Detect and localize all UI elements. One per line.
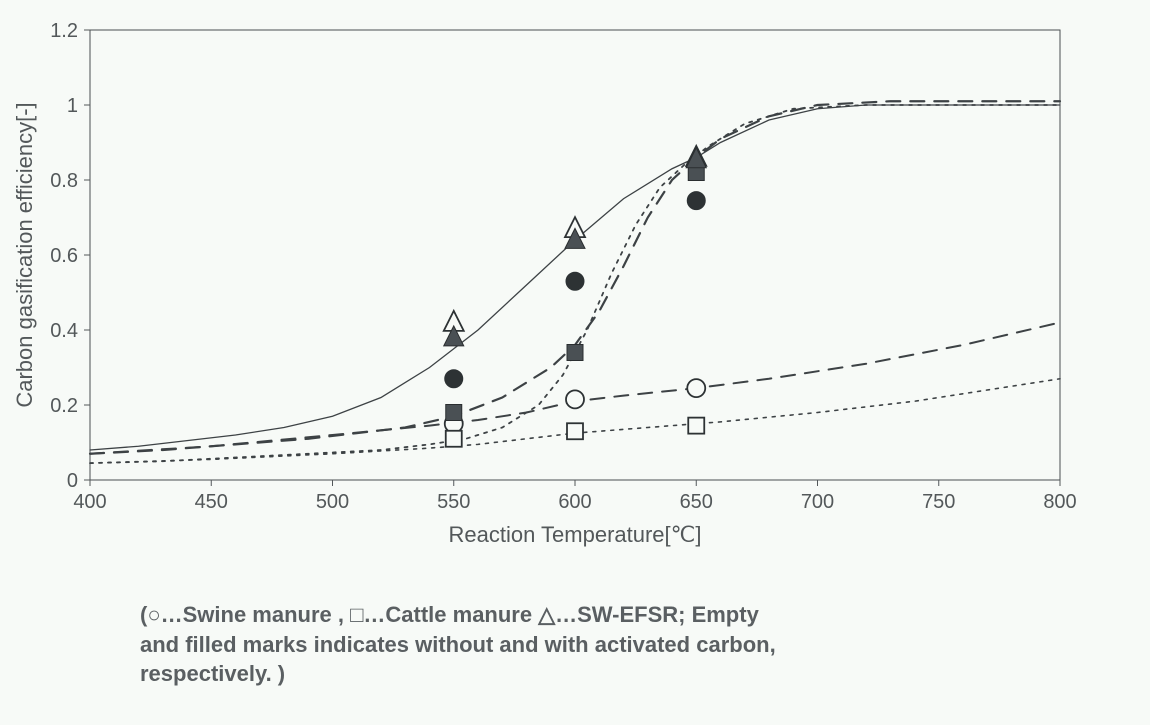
marker-cattle-empty <box>567 423 583 439</box>
marker-cattle-empty <box>688 418 704 434</box>
x-axis-label: Reaction Temperature[℃] <box>449 522 702 547</box>
y-tick-label: 0 <box>67 470 78 492</box>
caption-line-3: respectively. ) <box>140 661 285 686</box>
chart-container: 400 450 500 550 600 650 700 750 800 0 0.2 0.4 0.6 0.8… <box>0 0 1150 725</box>
caption-line-2: and filled marks indicates without and w… <box>140 632 776 657</box>
y-tick-label: 0.8 <box>50 170 78 192</box>
y-tick-label: 0.6 <box>50 245 78 267</box>
y-axis-label: Carbon gasification efficiency[-] <box>12 102 37 407</box>
y-tick-label: 0.4 <box>50 320 78 342</box>
x-tick-label: 650 <box>680 491 713 513</box>
x-tick-label: 550 <box>437 491 470 513</box>
marker-cattle-empty <box>446 431 462 447</box>
x-tick-label: 700 <box>801 491 834 513</box>
marker-swine-empty <box>687 379 705 397</box>
x-tick-label: 400 <box>73 491 106 513</box>
y-tick-label: 0.2 <box>50 395 78 417</box>
x-tick-label: 600 <box>558 491 591 513</box>
marker-swine-empty <box>566 390 584 408</box>
marker-cattle-filled <box>567 345 583 361</box>
y-tick-label: 1 <box>67 95 78 117</box>
caption-line-1: (○…Swine manure , □…Cattle manure △…SW-E… <box>140 602 759 627</box>
marker-cattle-filled <box>446 405 462 421</box>
marker-swine-filled <box>566 272 584 290</box>
marker-swine-filled <box>445 370 463 388</box>
x-tick-label: 450 <box>195 491 228 513</box>
chart-svg: 400 450 500 550 600 650 700 750 800 0 0.2 0.4 0.6 0.8… <box>0 0 1150 560</box>
chart-caption: (○…Swine manure , □…Cattle manure △…SW-E… <box>140 600 1010 689</box>
x-tick-label: 800 <box>1043 491 1076 513</box>
x-tick-label: 750 <box>922 491 955 513</box>
y-tick-label: 1.2 <box>50 20 78 42</box>
x-tick-label: 500 <box>316 491 349 513</box>
marker-swine-filled <box>687 192 705 210</box>
